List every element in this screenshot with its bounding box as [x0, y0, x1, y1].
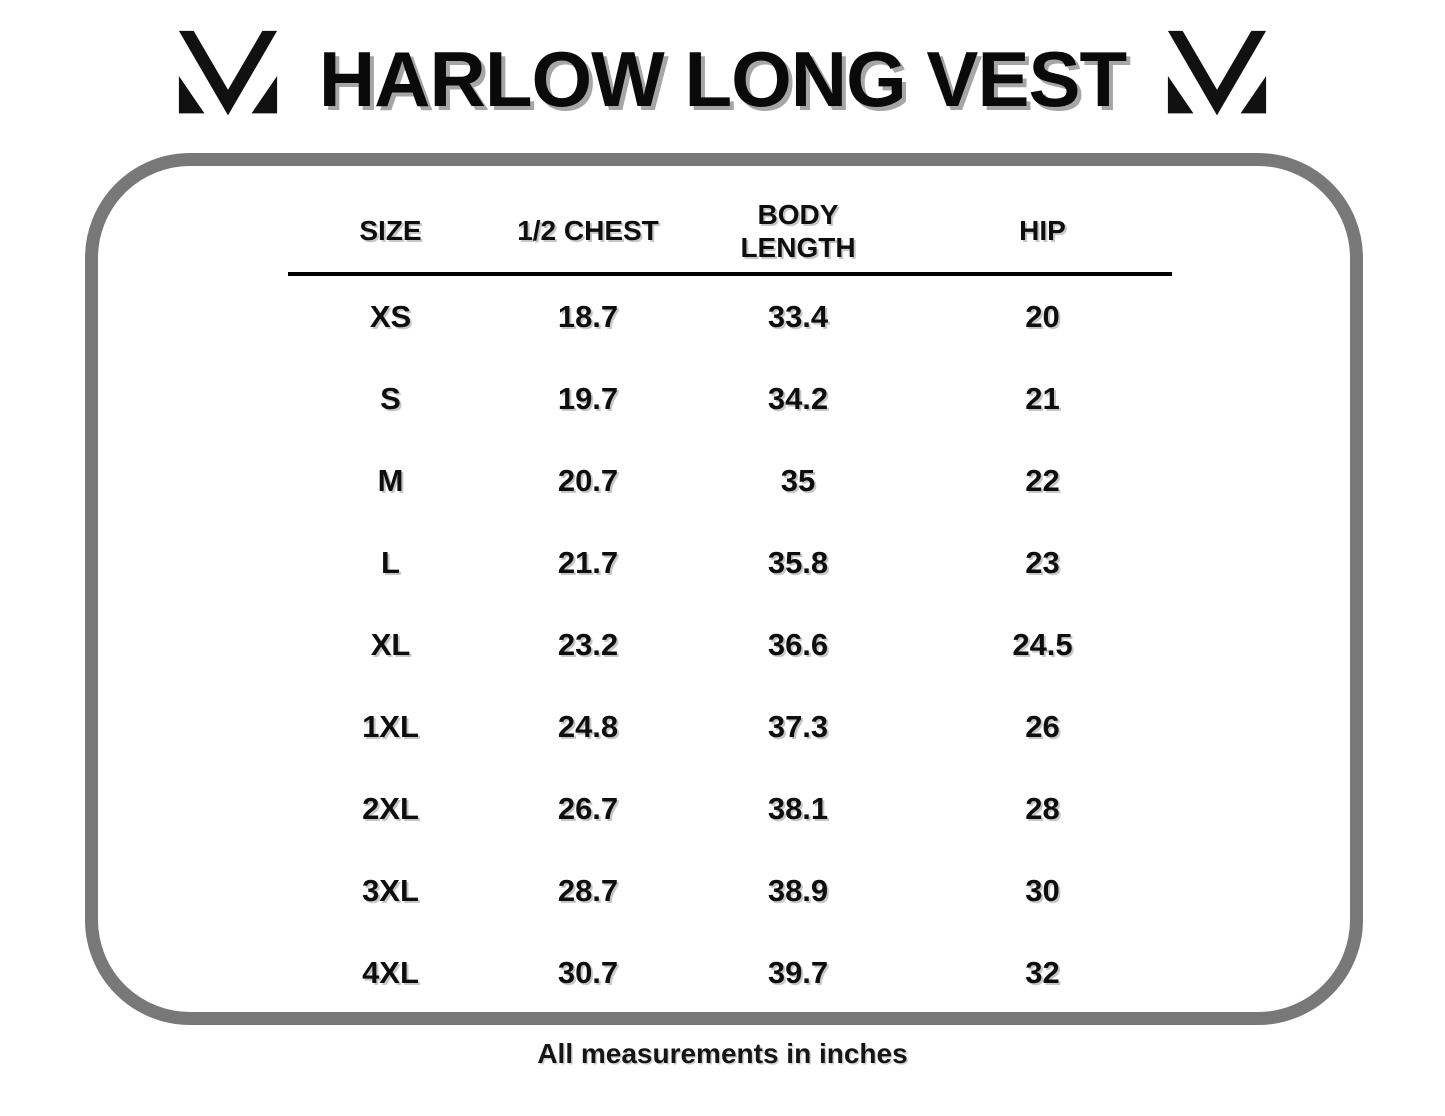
table-row: 4XL 30.7 39.7 32 [288, 932, 1172, 1014]
footer: All measurements in inches [0, 1038, 1445, 1070]
column-header-body-length: BODY LENGTH [740, 198, 856, 263]
table-row: XL 23.2 36.6 24.5 [288, 604, 1172, 686]
half-chest-cell: 26.7 [557, 791, 619, 826]
size-cell: 2XL [362, 791, 419, 826]
hip-cell: 22 [1025, 463, 1060, 498]
column-header-half-chest: 1/2 CHEST [517, 215, 659, 247]
size-cell: 1XL [362, 709, 419, 744]
half-chest-cell: 30.7 [557, 955, 619, 990]
hip-cell: 28 [1025, 791, 1060, 826]
hip-cell: 23 [1025, 545, 1060, 580]
body-length-cell: 34.2 [767, 381, 829, 416]
half-chest-cell: 23.2 [557, 627, 619, 662]
size-cell: S [380, 381, 401, 416]
page-title: HARLOW LONG VEST [318, 34, 1127, 123]
column-header-hip: HIP [1019, 215, 1066, 247]
hip-cell: 30 [1025, 873, 1060, 908]
body-length-cell: 38.9 [767, 873, 829, 908]
half-chest-cell: 21.7 [557, 545, 619, 580]
half-chest-cell: 24.8 [557, 709, 619, 744]
half-chest-cell: 20.7 [557, 463, 619, 498]
half-chest-cell: 28.7 [557, 873, 619, 908]
size-chart-box: SIZE 1/2 CHEST BODY LENGTH HIP XS 18.7 3… [85, 153, 1363, 1025]
hip-cell: 20 [1025, 299, 1060, 334]
size-cell: M [377, 463, 404, 498]
size-table: SIZE 1/2 CHEST BODY LENGTH HIP XS 18.7 3… [288, 190, 1172, 1014]
body-length-cell: 35.8 [767, 545, 829, 580]
table-row: L 21.7 35.8 23 [288, 522, 1172, 604]
half-chest-cell: 18.7 [557, 299, 619, 334]
table-row: XS 18.7 33.4 20 [288, 276, 1172, 358]
size-cell: XL [370, 627, 411, 662]
header-divider-line [288, 272, 1172, 276]
table-row: S 19.7 34.2 21 [288, 358, 1172, 440]
body-length-cell: 33.4 [767, 299, 829, 334]
measurement-note: All measurements in inches [537, 1038, 908, 1069]
size-table-body: XS 18.7 33.4 20 S 19.7 34.2 21 M 20.7 35 [288, 276, 1172, 1014]
body-length-cell: 39.7 [767, 955, 829, 990]
body-length-cell: 36.6 [767, 627, 829, 662]
table-row: M 20.7 35 22 [288, 440, 1172, 522]
size-table-header-row: SIZE 1/2 CHEST BODY LENGTH HIP [288, 190, 1172, 272]
half-chest-cell: 19.7 [557, 381, 619, 416]
hip-cell: 26 [1025, 709, 1060, 744]
brand-m-logo-left [167, 25, 289, 133]
body-length-cell: 37.3 [767, 709, 829, 744]
hip-cell: 24.5 [1012, 627, 1073, 662]
hip-cell: 21 [1025, 381, 1060, 416]
table-row: 2XL 26.7 38.1 28 [288, 768, 1172, 850]
size-cell: XS [369, 299, 412, 334]
brand-m-logo-right [1156, 25, 1278, 133]
size-cell: 3XL [362, 873, 419, 908]
body-length-cell: 35 [780, 463, 816, 498]
size-cell: L [381, 545, 400, 580]
header: HARLOW LONG VEST [0, 14, 1445, 144]
column-header-size: SIZE [359, 215, 422, 247]
body-length-cell: 38.1 [767, 791, 829, 826]
hip-cell: 32 [1025, 955, 1060, 990]
table-row: 1XL 24.8 37.3 26 [288, 686, 1172, 768]
table-row: 3XL 28.7 38.9 30 [288, 850, 1172, 932]
size-cell: 4XL [362, 955, 419, 990]
